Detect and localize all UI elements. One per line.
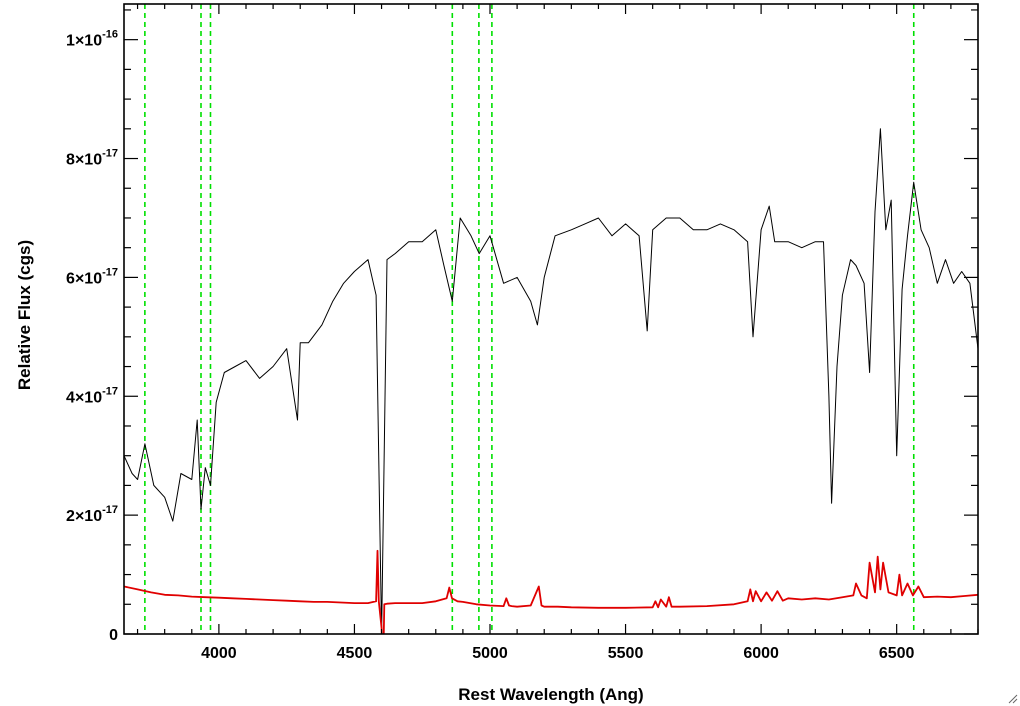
reference-line-group — [144, 4, 915, 634]
y-tick-label: 2×10-17 — [66, 504, 118, 525]
x-tick-label: 6000 — [743, 645, 779, 662]
x-axis-title: Rest Wavelength (Ang) — [458, 685, 643, 704]
tick-labels-group: 4000 4500 5000 5500 6000 6500 0 2×10-17 4×10-17 6… — [66, 29, 915, 662]
y-tick-label: 8×10-17 — [66, 148, 118, 169]
spectrum-series-group — [124, 128, 978, 634]
x-tick-label: 4500 — [337, 645, 373, 662]
y-axis-title: Relative Flux (cgs) — [15, 240, 34, 390]
y-tick-label: 1×10-16 — [66, 29, 118, 50]
x-tick-label: 6500 — [879, 645, 915, 662]
x-tick-label: 4000 — [201, 645, 237, 662]
y-tick-label: 0 — [109, 627, 118, 644]
y-tick-label: 6×10-17 — [66, 266, 118, 287]
model-spectrum-line — [124, 549, 978, 634]
x-tick-label: 5000 — [472, 645, 508, 662]
axis-ticks-group — [124, 4, 979, 635]
y-tick-label: 4×10-17 — [66, 385, 118, 406]
spectrum-line — [124, 128, 978, 634]
resize-grip-icon[interactable] — [1006, 692, 1018, 704]
plot-frame — [123, 3, 979, 635]
x-tick-label: 5500 — [608, 645, 644, 662]
